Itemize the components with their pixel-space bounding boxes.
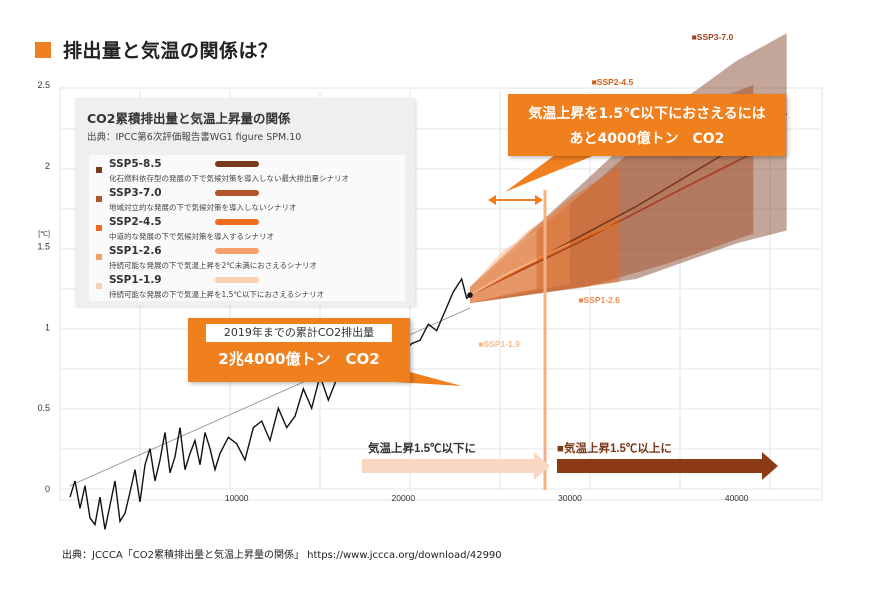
legend-bullet-icon bbox=[96, 167, 102, 173]
legend-item-name: SSP1-2.6 bbox=[109, 245, 162, 257]
x-tick-label: 40000 bbox=[725, 493, 749, 503]
y-axis-unit: [℃] bbox=[38, 231, 50, 238]
x-tick-label: 30000 bbox=[558, 493, 582, 503]
below-1p5-arrow bbox=[362, 452, 550, 480]
cumulative-emissions-callout: 2019年までの累計CO2排出量 2兆4000億トン CO2 bbox=[188, 318, 410, 382]
y-tick-label: 1 bbox=[45, 322, 50, 332]
above-1p5-arrow bbox=[557, 452, 778, 480]
legend-title: CO2累積排出量と気温上昇量の関係 bbox=[87, 111, 291, 126]
cumulative-emissions-label: 2019年までの累計CO2排出量 bbox=[206, 324, 392, 342]
legend-bullet-icon bbox=[96, 283, 102, 289]
remaining-budget-arrowhead-left bbox=[488, 195, 496, 205]
page-header: 排出量と気温の関係は？ bbox=[35, 36, 278, 63]
scenario-line-ssp3-7.0 bbox=[469, 152, 754, 296]
legend-item-desc: 持続可能な発展の下で気温上昇を2℃未満におさえるシナリオ bbox=[109, 261, 317, 270]
legend-item-name: SSP2-4.5 bbox=[109, 216, 162, 228]
below-1p5-label: 気温上昇1.5℃以下に bbox=[368, 441, 476, 455]
legend-bullet-icon bbox=[96, 254, 102, 260]
remaining-budget-line1: 気温上昇を1.5℃以下におさえるには bbox=[528, 106, 766, 122]
threshold-line bbox=[543, 190, 547, 490]
scenario-label: ■SSP2-4.5 bbox=[592, 77, 634, 87]
legend-bullet-icon bbox=[96, 225, 102, 231]
x-tick-label: 10000 bbox=[225, 493, 249, 503]
legend-list: SSP5-8.5 化石燃料依存型の発展の下で気候対策を導入しない最大排出量シナリ… bbox=[89, 155, 405, 301]
legend-swatch bbox=[215, 161, 259, 167]
scenario-label: ■SSP3-7.0 bbox=[692, 32, 734, 42]
y-tick-label: 2 bbox=[45, 161, 50, 171]
legend-item-desc: 持続可能な発展の下で気温上昇を1.5℃以下におさえるシナリオ bbox=[109, 290, 325, 299]
legend-item-ssp2-4.5: SSP2-4.5 中道的な発展の下で気候対策を導入するシナリオ bbox=[89, 215, 405, 243]
footer-source: 出典：JCCCA「CO2累積排出量と気温上昇量の関係」 https://www.… bbox=[62, 550, 502, 561]
legend-swatch bbox=[215, 219, 259, 225]
legend-panel: CO2累積排出量と気温上昇量の関係 出典：IPCC第6次評価報告書WG1 fig… bbox=[75, 98, 415, 306]
cumulative-emissions-value: 2兆4000億トン CO2 bbox=[218, 350, 380, 368]
scenario-label: ■SSP1-2.6 bbox=[578, 295, 620, 305]
y-tick-label: 0.5 bbox=[37, 403, 50, 413]
legend-item-ssp1-1.9: SSP1-1.9 持続可能な発展の下で気温上昇を1.5℃以下におさえるシナリオ bbox=[89, 273, 405, 301]
y-tick-label: 1.5 bbox=[37, 242, 50, 252]
legend-item-ssp3-7.0: SSP3-7.0 地域対立的な発展の下で気候対策を導入しないシナリオ bbox=[89, 186, 405, 214]
legend-item-name: SSP1-1.9 bbox=[109, 274, 162, 286]
legend-item-desc: 化石燃料依存型の発展の下で気候対策を導入しない最大排出量シナリオ bbox=[109, 174, 349, 183]
legend-item-ssp5-8.5: SSP5-8.5 化石燃料依存型の発展の下で気候対策を導入しない最大排出量シナリ… bbox=[89, 157, 405, 185]
legend-item-desc: 中道的な発展の下で気候対策を導入するシナリオ bbox=[109, 232, 274, 241]
legend-swatch bbox=[215, 190, 259, 196]
y-tick-label: 2.5 bbox=[37, 80, 50, 90]
remaining-budget-callout: 気温上昇を1.5℃以下におさえるには あと4000億トン CO2 bbox=[508, 94, 786, 156]
x-tick-label: 20000 bbox=[392, 493, 416, 503]
cumulative-emissions-callout-pointer bbox=[395, 372, 462, 386]
legend-item-name: SSP5-8.5 bbox=[109, 158, 162, 170]
remaining-budget-arrowhead-right bbox=[535, 195, 543, 205]
legend-swatch bbox=[215, 248, 259, 254]
page-title: 排出量と気温の関係は？ bbox=[63, 40, 278, 62]
legend-source: 出典：IPCC第6次評価報告書WG1 figure SPM.10 bbox=[87, 132, 302, 143]
legend-item-name: SSP3-7.0 bbox=[109, 187, 162, 199]
legend-bullet-icon bbox=[96, 196, 102, 202]
legend-swatch bbox=[215, 277, 259, 283]
scenario-label: ■SSP1-1.9 bbox=[478, 339, 520, 349]
legend-item-ssp1-2.6: SSP1-2.6 持続可能な発展の下で気温上昇を2℃未満におさえるシナリオ bbox=[89, 244, 405, 272]
above-1p5-label: ■気温上昇1.5℃以上に bbox=[557, 441, 672, 455]
y-tick-label: 0 bbox=[45, 484, 50, 494]
title-marker-icon bbox=[35, 41, 51, 58]
remaining-budget-callout-pointer bbox=[505, 155, 595, 192]
remaining-budget-line2: あと4000億トン CO2 bbox=[569, 131, 725, 147]
scenario-line-ssp1-1.9 bbox=[469, 258, 538, 296]
legend-item-desc: 地域対立的な発展の下で気候対策を導入しないシナリオ bbox=[109, 203, 297, 212]
current-point-marker bbox=[467, 292, 473, 298]
